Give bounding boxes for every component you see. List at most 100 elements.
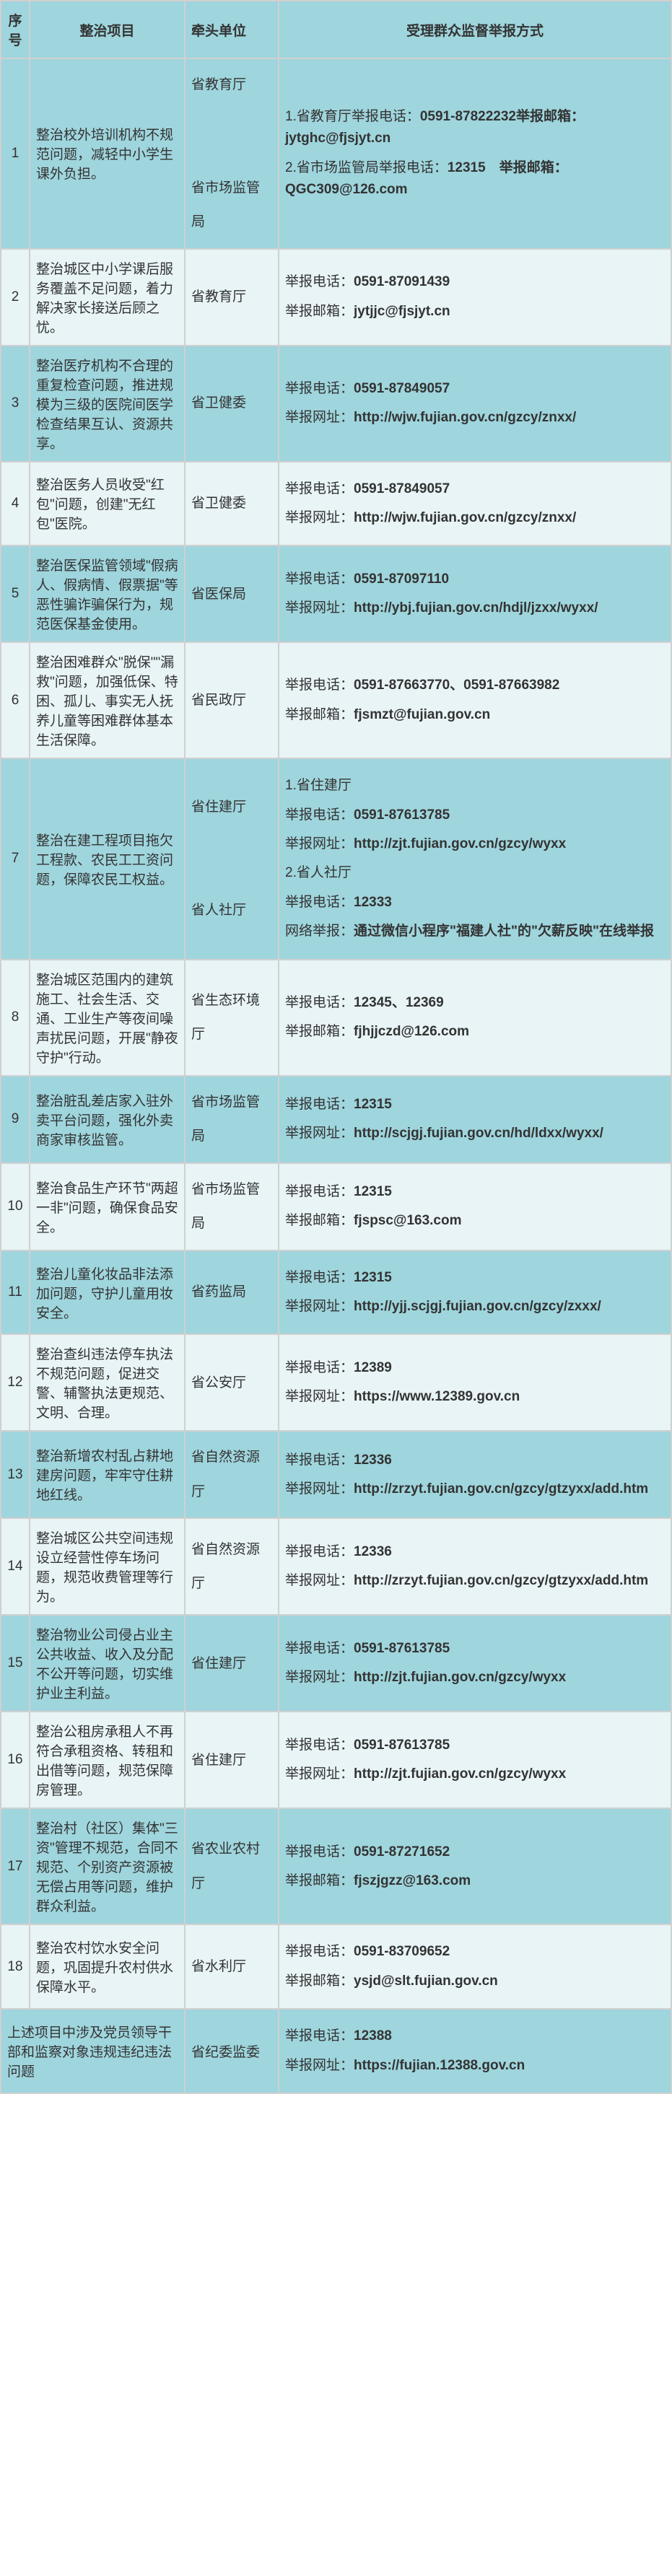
row-report: 举报电话：0591-87271652举报邮箱：fjszjgzz@163.com [279,1808,671,1924]
report-line: 举报电话：0591-87613785 [285,1638,665,1660]
row-dept: 省住建厅省人社厅 [185,758,279,959]
row-report: 举报电话：12336举报网址：http://zrzyt.fujian.gov.c… [279,1518,671,1615]
row-dept: 省药监局 [185,1250,279,1335]
table-row: 18整治农村饮水安全问题，巩固提升农村供水保障水平。省水利厅举报电话：0591-… [1,1924,671,2009]
report-line: 举报网址：https://fujian.12388.gov.cn [285,2055,665,2077]
header-num: 序号 [1,1,30,58]
footer-row: 上述项目中涉及党员领导干部和监察对象违规违纪违法问题省纪委监委举报电话：1238… [1,2009,671,2093]
report-line: 举报网址：http://zrzyt.fujian.gov.cn/gzcy/gtz… [285,1478,665,1500]
row-report: 举报电话：12389举报网址：https://www.12389.gov.cn [279,1334,671,1431]
row-dept: 省市场监管局 [185,1163,279,1250]
table-row: 16整治公租房承租人不再符合承租资格、转租和出借等问题，规范保障房管理。省住建厅… [1,1712,671,1808]
row-report: 举报电话：0591-87849057举报网址：http://wjw.fujian… [279,346,671,462]
row-report: 举报电话：12315举报邮箱：fjspsc@163.com [279,1163,671,1250]
row-num: 8 [1,960,30,1076]
report-line: 举报邮箱：fjszjgzz@163.com [285,1870,665,1892]
row-num: 10 [1,1163,30,1250]
report-line: 举报电话：12388 [285,2025,665,2047]
row-item: 整治困难群众"脱保""漏救"问题，加强低保、特困、孤儿、事实无人抚养儿童等困难群… [30,642,185,758]
row-dept: 省民政厅 [185,642,279,758]
row-num: 1 [1,58,30,249]
row-report: 举报电话：0591-87663770、0591-87663982举报邮箱：fjs… [279,642,671,758]
report-line: 网络举报：通过微信小程序"福建人社"的"欠薪反映"在线举报 [285,921,665,942]
row-num: 2 [1,249,30,346]
report-line: 举报电话：12336 [285,1541,665,1563]
report-line: 举报电话：0591-87091439 [285,271,665,293]
row-num: 12 [1,1334,30,1431]
table-row: 7整治在建工程项目拖欠工程款、农民工工资问题，保障农民工权益。省住建厅省人社厅 1… [1,758,671,959]
table-row: 1整治校外培训机构不规范问题，减轻中小学生课外负担。省教育厅省市场监管局1.省教… [1,58,671,249]
row-item: 整治儿童化妆品非法添加问题，守护儿童用妆安全。 [30,1250,185,1335]
table-row: 14整治城区公共空间违规设立经营性停车场问题，规范收费管理等行为。省自然资源厅举… [1,1518,671,1615]
report-line: 举报网址：http://zjt.fujian.gov.cn/gzcy/wyxx [285,1764,665,1785]
row-report: 举报电话：0591-83709652举报邮箱：ysjd@slt.fujian.g… [279,1924,671,2009]
report-line: 举报电话：12389 [285,1357,665,1379]
row-item: 整治食品生产环节"两超一非"问题，确保食品安全。 [30,1163,185,1250]
report-line: 举报网址：http://scjgj.fujian.gov.cn/hd/ldxx/… [285,1123,665,1144]
row-item: 整治医疗机构不合理的重复检查问题，推进规模为三级的医院间医学检查结果互认、资源共… [30,346,185,462]
row-item: 整治新增农村乱占耕地建房问题，牢牢守住耕地红线。 [30,1431,185,1518]
row-dept: 省农业农村厅 [185,1808,279,1924]
row-item: 整治医保监管领域"假病人、假病情、假票据"等恶性骗诈骗保行为，规范医保基金使用。 [30,546,185,642]
row-dept: 省自然资源厅 [185,1431,279,1518]
row-dept: 省市场监管局 [185,1076,279,1163]
report-line: 举报电话：12333 [285,892,665,914]
report-line: 举报电话：12345、12369 [285,992,665,1014]
row-item: 整治公租房承租人不再符合承租资格、转租和出借等问题，规范保障房管理。 [30,1712,185,1808]
table-row: 6整治困难群众"脱保""漏救"问题，加强低保、特困、孤儿、事实无人抚养儿童等困难… [1,642,671,758]
report-line: 举报网址：http://zjt.fujian.gov.cn/gzcy/wyxx [285,833,665,855]
report-line: 举报邮箱：fjspsc@163.com [285,1210,665,1232]
row-item: 整治在建工程项目拖欠工程款、农民工工资问题，保障农民工权益。 [30,758,185,959]
row-item: 整治城区范围内的建筑施工、社会生活、交通、工业生产等夜间噪声扰民问题，开展"静夜… [30,960,185,1076]
header-dept: 牵头单位 [185,1,279,58]
row-report: 举报电话：12315 举报网址：http://scjgj.fujian.gov.c… [279,1076,671,1163]
report-line: 1.省住建厅 [285,775,665,797]
report-line: 举报电话：12315 [285,1094,665,1116]
row-num: 7 [1,758,30,959]
report-line: 举报邮箱：jytjjc@fjsjyt.cn [285,301,665,323]
footer-report: 举报电话：12388 举报网址：https://fujian.12388.gov.… [279,2009,671,2093]
report-line: 2.省人社厅 [285,862,665,884]
report-line: 1.省教育厅举报电话：0591-87822232举报邮箱：jytghc@fjsj… [285,106,665,150]
main-table: 序号 整治项目 牵头单位 受理群众监督举报方式 1整治校外培训机构不规范问题，减… [0,0,672,2094]
table-row: 4整治医务人员收受"红包"问题，创建"无红包"医院。省卫健委举报电话：0591-… [1,462,671,546]
table-row: 9整治脏乱差店家入驻外卖平台问题，强化外卖商家审核监管。省市场监管局举报电话：1… [1,1076,671,1163]
row-num: 6 [1,642,30,758]
table-row: 8整治城区范围内的建筑施工、社会生活、交通、工业生产等夜间噪声扰民问题，开展"静… [1,960,671,1076]
report-line: 举报电话：0591-87663770、0591-87663982 [285,675,665,696]
row-item: 整治农村饮水安全问题，巩固提升农村供水保障水平。 [30,1924,185,2009]
row-num: 16 [1,1712,30,1808]
table-row: 11整治儿童化妆品非法添加问题，守护儿童用妆安全。省药监局举报电话：12315举… [1,1250,671,1335]
header-row: 序号 整治项目 牵头单位 受理群众监督举报方式 [1,1,671,58]
row-report: 举报电话：0591-87613785举报网址：http://zjt.fujian… [279,1712,671,1808]
row-dept: 省自然资源厅 [185,1518,279,1615]
row-num: 11 [1,1250,30,1335]
table-row: 10整治食品生产环节"两超一非"问题，确保食品安全。省市场监管局举报电话：123… [1,1163,671,1250]
report-line: 举报网址：http://wjw.fujian.gov.cn/gzcy/znxx/ [285,507,665,529]
row-dept: 省住建厅 [185,1615,279,1712]
table-row: 15整治物业公司侵占业主公共收益、收入及分配不公开等问题，切实维护业主利益。省住… [1,1615,671,1712]
row-num: 15 [1,1615,30,1712]
row-dept: 省生态环境厅 [185,960,279,1076]
row-item: 整治城区中小学课后服务覆盖不足问题，着力解决家长接送后顾之忧。 [30,249,185,346]
row-report: 举报电话：0591-87849057举报网址：http://wjw.fujian… [279,462,671,546]
table-row: 17整治村（社区）集体"三资"管理不规范，合同不规范、个别资产资源被无偿占用等问… [1,1808,671,1924]
row-item: 整治校外培训机构不规范问题，减轻中小学生课外负担。 [30,58,185,249]
report-line: 举报邮箱：fjhjjczd@126.com [285,1021,665,1043]
row-item: 整治医务人员收受"红包"问题，创建"无红包"医院。 [30,462,185,546]
report-line: 举报邮箱：ysjd@slt.fujian.gov.cn [285,1971,665,1992]
row-report: 举报电话：0591-87091439 举报邮箱：jytjjc@fjsjyt.cn [279,249,671,346]
row-dept: 省教育厅 [185,249,279,346]
row-dept: 省住建厅 [185,1712,279,1808]
row-num: 17 [1,1808,30,1924]
table-row: 2整治城区中小学课后服务覆盖不足问题，着力解决家长接送后顾之忧。省教育厅举报电话… [1,249,671,346]
row-item: 整治脏乱差店家入驻外卖平台问题，强化外卖商家审核监管。 [30,1076,185,1163]
row-num: 3 [1,346,30,462]
row-item: 整治查纠违法停车执法不规范问题，促进交警、辅警执法更规范、文明、合理。 [30,1334,185,1431]
row-dept: 省公安厅 [185,1334,279,1431]
row-report: 1.省教育厅举报电话：0591-87822232举报邮箱：jytghc@fjsj… [279,58,671,249]
row-num: 14 [1,1518,30,1615]
report-line: 举报网址：http://ybj.fujian.gov.cn/hdjl/jzxx/… [285,597,665,619]
row-num: 18 [1,1924,30,2009]
row-report: 举报电话：12345、12369 举报邮箱：fjhjjczd@126.com [279,960,671,1076]
